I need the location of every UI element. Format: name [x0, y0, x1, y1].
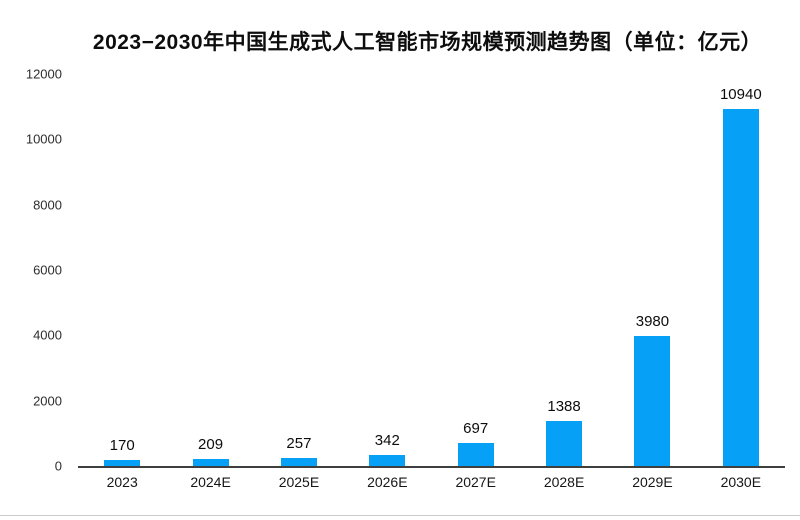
y-axis-tick-label: 8000 — [33, 197, 62, 213]
x-axis-tick-label: 2023 — [106, 474, 138, 490]
x-axis-tick-label: 2027E — [455, 474, 496, 490]
bar-column-2027E: 697 — [432, 74, 520, 466]
chart-title: 2023−2030年中国生成式人工智能市场规模预测趋势图（单位：亿元） — [92, 31, 763, 54]
bar-value-label: 209 — [198, 436, 224, 454]
bar — [722, 108, 759, 466]
plot-area: 170 209 257 342 697 1388 3980 10940 — [78, 74, 785, 468]
bar-column-2026E: 342 — [343, 74, 431, 466]
bar — [369, 454, 406, 466]
y-axis-tick-label: 0 — [54, 458, 62, 474]
x-axis-tick-label: 2029E — [632, 474, 673, 490]
x-axis-tick-label: 2025E — [278, 474, 320, 490]
bar — [192, 459, 229, 466]
bar-column-2030E: 10940 — [697, 74, 785, 466]
bar — [634, 336, 671, 466]
window-bottom-border — [0, 515, 800, 516]
bar — [280, 457, 317, 466]
bar — [546, 420, 583, 466]
bar — [457, 443, 494, 466]
bar-value-label: 257 — [286, 434, 312, 452]
x-axis-tick-label: 2026E — [367, 474, 408, 490]
bar-column-2025E: 257 — [255, 74, 343, 466]
bar-value-label: 10940 — [719, 85, 762, 103]
x-axis-tick-label: 2028E — [543, 474, 585, 490]
bar-value-label: 3980 — [635, 313, 670, 330]
x-axis-tick-label: 2024E — [190, 474, 231, 490]
bar-value-label: 1388 — [547, 397, 581, 415]
bar — [104, 460, 141, 466]
y-axis-tick-label: 2000 — [33, 393, 62, 409]
bar-column-2028E: 1388 — [520, 74, 608, 466]
bar-value-label: 170 — [109, 437, 135, 455]
bar-value-label: 697 — [463, 420, 489, 438]
x-axis-labels: 2023 2024E 2025E 2026E 2027E 2028E 2029E 2030E — [78, 474, 785, 490]
bar-column-2024E: 209 — [166, 74, 254, 466]
y-axis-tick-label: 10000 — [25, 131, 62, 147]
y-axis-tick-label: 4000 — [33, 327, 62, 343]
x-axis-tick-label: 2030E — [720, 474, 762, 490]
bar-column-2029E: 3980 — [608, 74, 696, 466]
bar-value-label: 342 — [374, 431, 400, 449]
y-axis-tick-label: 6000 — [33, 262, 62, 278]
bar-column-2023: 170 — [78, 74, 166, 466]
y-axis-labels: 0 2000 4000 6000 8000 10000 12000 — [0, 67, 62, 474]
y-axis-tick-label: 12000 — [25, 66, 62, 82]
